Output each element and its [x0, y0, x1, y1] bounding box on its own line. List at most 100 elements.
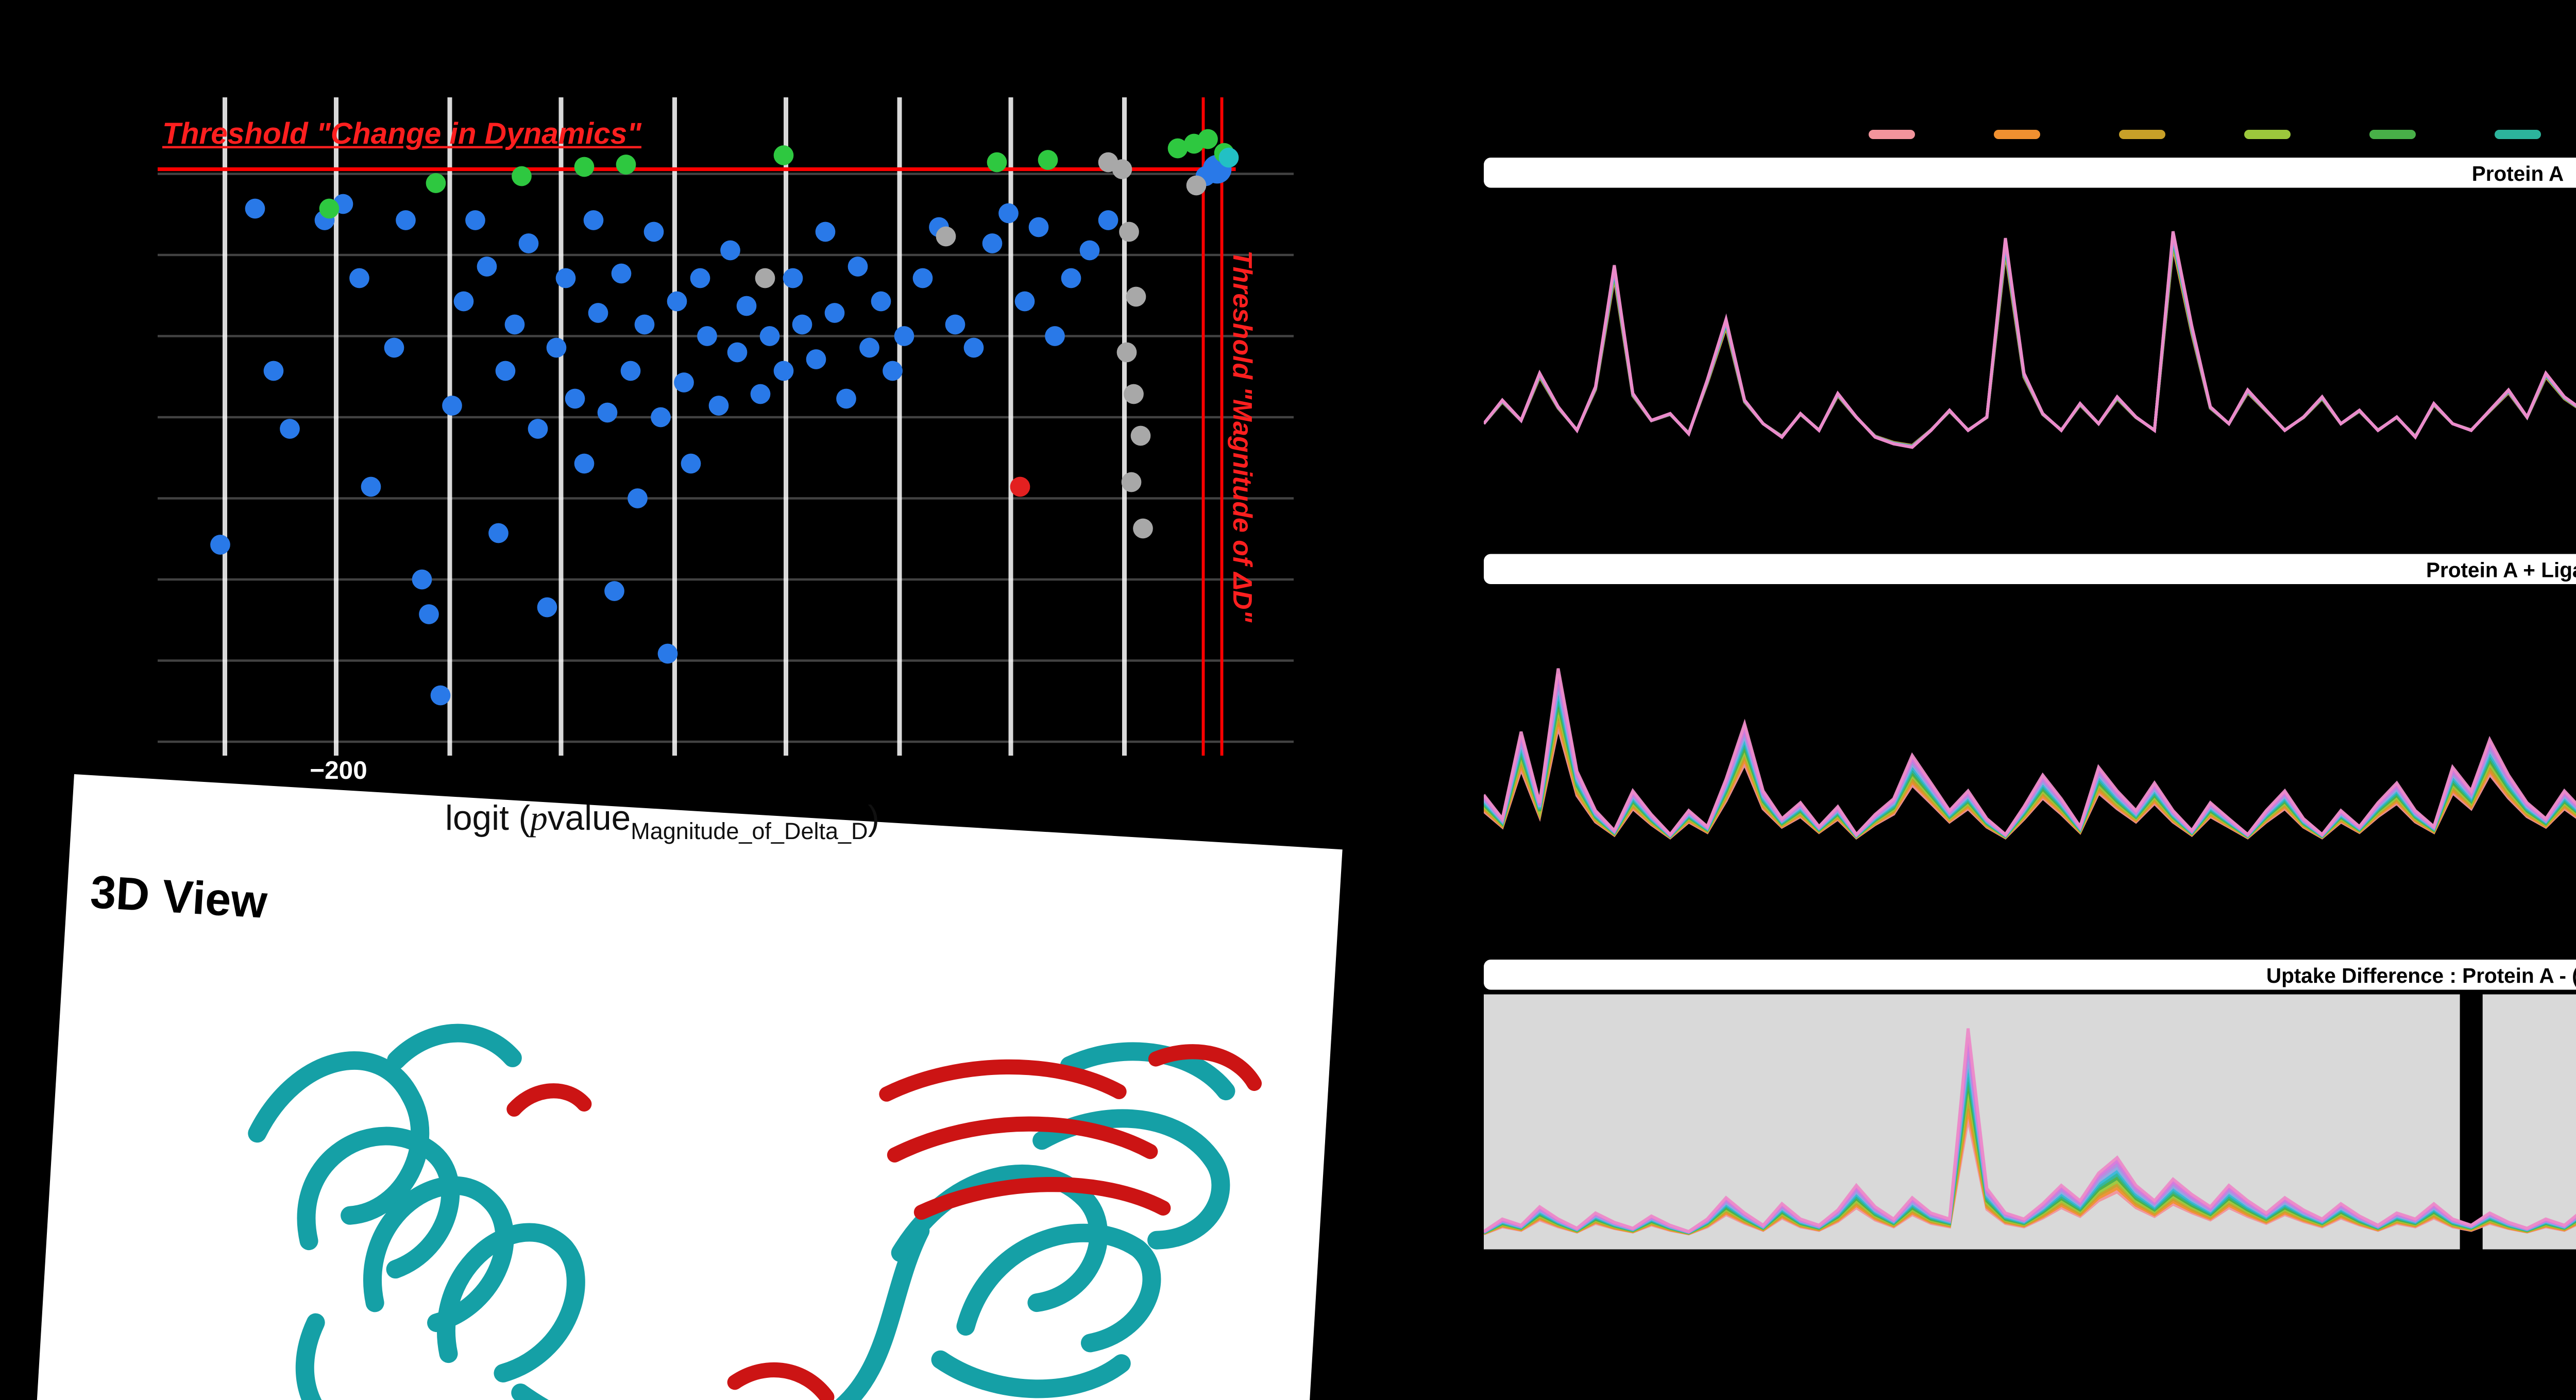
- scatter-point[interactable]: [546, 337, 567, 358]
- scatter-point[interactable]: [565, 388, 585, 409]
- protein-ribbon[interactable]: [168, 910, 1289, 1400]
- volcano-scatter-canvas[interactable]: [158, 97, 1294, 756]
- scatter-point[interactable]: [465, 210, 485, 230]
- legend-swatch-1[interactable]: [1994, 130, 2040, 139]
- scatter-point[interactable]: [998, 203, 1019, 224]
- scatter-point[interactable]: [263, 361, 284, 381]
- chart-protein-a-ligand[interactable]: [1484, 584, 2576, 946]
- scatter-point[interactable]: [945, 314, 965, 335]
- legend-swatch-5[interactable]: [2495, 130, 2541, 139]
- uptake-line[interactable]: [1484, 606, 2576, 838]
- scatter-point[interactable]: [720, 240, 740, 261]
- scatter-point[interactable]: [963, 337, 984, 358]
- scatter-point[interactable]: [349, 268, 369, 288]
- uptake-line[interactable]: [1484, 614, 2576, 838]
- legend-swatch-3[interactable]: [2244, 130, 2291, 139]
- scatter-point[interactable]: [1119, 221, 1139, 242]
- scatter-point[interactable]: [280, 419, 300, 439]
- scatter-point[interactable]: [574, 453, 595, 474]
- scatter-point[interactable]: [361, 476, 381, 497]
- scatter-point[interactable]: [1126, 286, 1146, 307]
- scatter-point[interactable]: [504, 314, 525, 335]
- scatter-point[interactable]: [1079, 240, 1100, 261]
- volcano-plot[interactable]: Threshold "Change in Dynamics" Threshold…: [158, 97, 1294, 786]
- uptake-line[interactable]: [1484, 597, 2576, 837]
- scatter-point[interactable]: [643, 221, 664, 242]
- scatter-point[interactable]: [1098, 210, 1118, 230]
- scatter-point[interactable]: [512, 166, 532, 186]
- scatter-point[interactable]: [1061, 268, 1081, 288]
- scatter-point[interactable]: [412, 569, 432, 590]
- scatter-point[interactable]: [396, 210, 416, 230]
- scatter-point[interactable]: [894, 326, 914, 346]
- scatter-point[interactable]: [708, 396, 729, 416]
- scatter-point[interactable]: [518, 233, 539, 253]
- scatter-point[interactable]: [555, 268, 576, 288]
- scatter-point[interactable]: [1116, 342, 1137, 363]
- scatter-point[interactable]: [773, 361, 794, 381]
- scatter-point[interactable]: [806, 349, 826, 369]
- scatter-point[interactable]: [792, 314, 812, 335]
- scatter-point[interactable]: [604, 581, 624, 601]
- scatter-point[interactable]: [1133, 518, 1153, 539]
- 3d-view-panel[interactable]: 3D View: [32, 774, 1343, 1400]
- scatter-point[interactable]: [657, 643, 678, 664]
- scatter-point[interactable]: [1014, 291, 1035, 312]
- scatter-point[interactable]: [1130, 425, 1151, 446]
- scatter-point[interactable]: [588, 303, 608, 323]
- scatter-point[interactable]: [690, 268, 710, 288]
- scatter-point[interactable]: [750, 384, 771, 404]
- scatter-point[interactable]: [1218, 147, 1239, 168]
- scatter-point[interactable]: [1045, 326, 1065, 346]
- scatter-point[interactable]: [987, 152, 1007, 173]
- scatter-point[interactable]: [651, 407, 671, 428]
- uptake-line[interactable]: [1484, 246, 2576, 483]
- scatter-point[interactable]: [430, 685, 451, 706]
- scatter-point[interactable]: [871, 291, 891, 312]
- scatter-point[interactable]: [759, 326, 780, 346]
- scatter-point[interactable]: [583, 210, 604, 230]
- chart-protein-a[interactable]: [1484, 188, 2576, 545]
- uptake-line[interactable]: [1484, 240, 2576, 456]
- scatter-point[interactable]: [755, 268, 775, 288]
- scatter-point[interactable]: [681, 453, 701, 474]
- scatter-point[interactable]: [597, 402, 618, 423]
- scatter-point[interactable]: [1010, 476, 1030, 497]
- scatter-point[interactable]: [616, 155, 636, 175]
- scatter-point[interactable]: [667, 291, 687, 312]
- scatter-point[interactable]: [210, 535, 230, 555]
- uptake-line[interactable]: [1484, 244, 2576, 476]
- scatter-point[interactable]: [453, 291, 474, 312]
- scatter-point[interactable]: [488, 523, 509, 543]
- scatter-point[interactable]: [477, 257, 497, 277]
- scatter-point[interactable]: [495, 361, 516, 381]
- scatter-point[interactable]: [824, 303, 845, 323]
- scatter-point[interactable]: [697, 326, 717, 346]
- scatter-point[interactable]: [1038, 150, 1058, 170]
- scatter-point[interactable]: [773, 145, 794, 165]
- scatter-point[interactable]: [611, 263, 632, 284]
- scatter-point[interactable]: [1124, 384, 1144, 404]
- scatter-point[interactable]: [883, 361, 903, 381]
- chart-uptake-difference[interactable]: [1484, 990, 2576, 1264]
- scatter-point[interactable]: [384, 337, 404, 358]
- scatter-point[interactable]: [442, 396, 462, 416]
- uptake-line[interactable]: [1484, 1028, 2576, 1234]
- scatter-point[interactable]: [1186, 175, 1207, 196]
- scatter-point[interactable]: [815, 221, 836, 242]
- scatter-point[interactable]: [574, 157, 595, 177]
- scatter-point[interactable]: [859, 337, 879, 358]
- scatter-point[interactable]: [783, 268, 803, 288]
- scatter-point[interactable]: [1028, 217, 1049, 237]
- scatter-point[interactable]: [634, 314, 655, 335]
- scatter-point[interactable]: [936, 226, 956, 247]
- scatter-point[interactable]: [1112, 159, 1132, 179]
- scatter-point[interactable]: [1198, 129, 1218, 149]
- scatter-point[interactable]: [727, 342, 748, 363]
- scatter-point[interactable]: [620, 361, 641, 381]
- scatter-point[interactable]: [836, 388, 856, 409]
- scatter-point[interactable]: [426, 173, 446, 193]
- legend-swatch-0[interactable]: [1869, 130, 1915, 139]
- scatter-point[interactable]: [912, 268, 933, 288]
- scatter-point[interactable]: [419, 604, 439, 624]
